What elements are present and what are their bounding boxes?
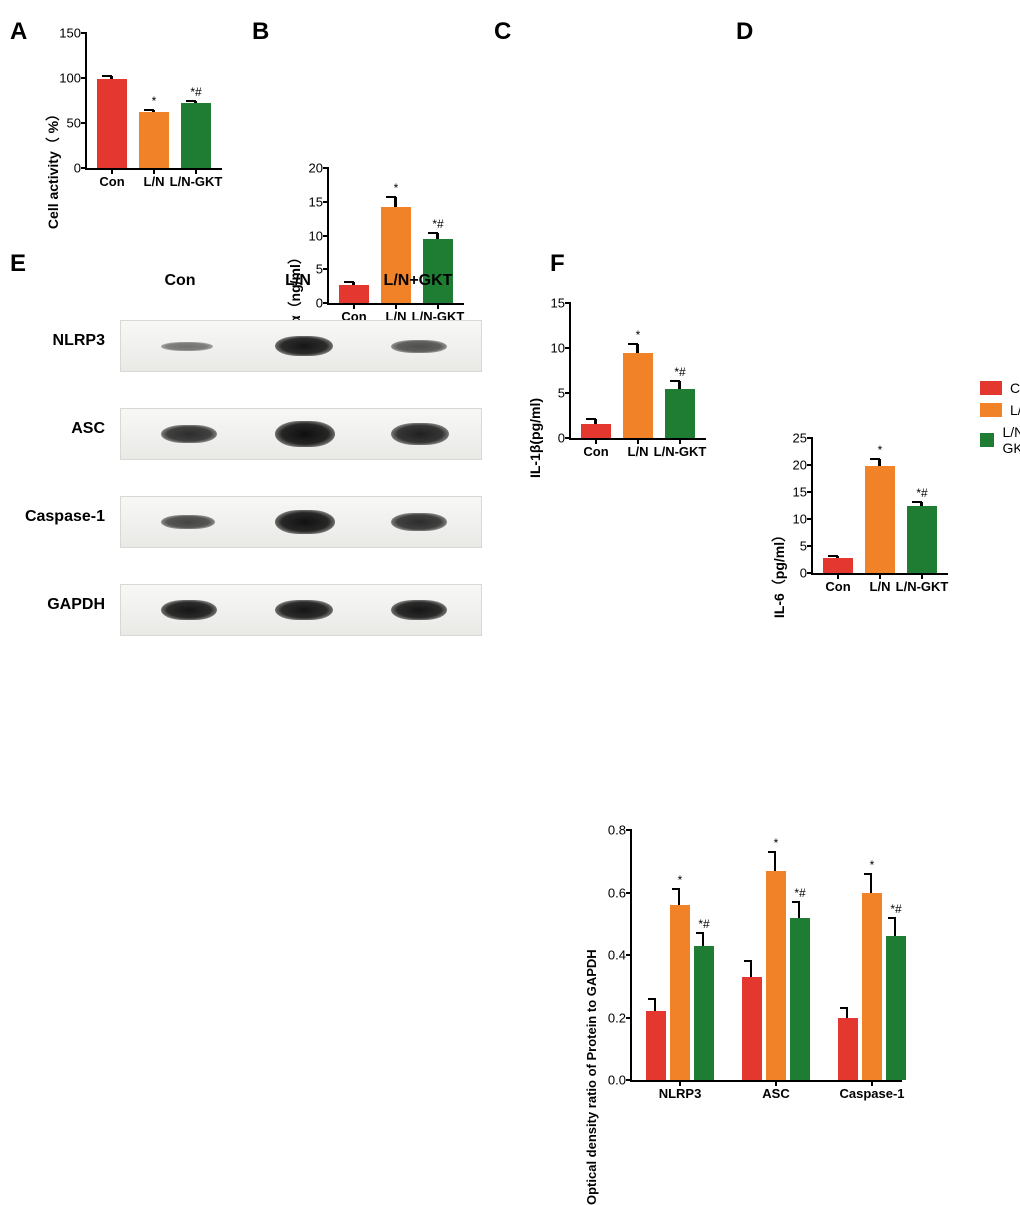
panel-label-C: C [494,18,511,46]
legend-item: L/N [980,402,1020,418]
wb-membrane-NLRP3 [120,320,482,372]
wb-row-label: GAPDH [10,596,105,614]
bar-C-0 [581,424,611,438]
wb-band [391,423,449,445]
figure: A 050100150Con*L/N*#L/N-GKTCell activity（… [10,10,1010,639]
wb-band [275,336,333,356]
bar-D-2 [907,506,937,573]
wb-band [275,421,335,447]
bar-B-0 [339,285,369,303]
wb-row-label: NLRP3 [10,332,105,350]
bar-D-0 [823,558,853,573]
bar-B-2 [423,239,453,303]
wb-band [161,342,213,351]
panel-label-E: E [10,250,26,278]
wb-band [161,515,215,529]
legend-label: Con [1010,380,1020,396]
wb-band [391,513,447,531]
wb-band [391,600,447,620]
wb-band [275,600,333,620]
bar-F-NLRP3-L/N [670,905,690,1080]
bar-F-NLRP3-L/N-GKT [694,946,714,1080]
bar-F-ASC-L/N [766,871,786,1080]
wb-band [161,425,217,443]
bar-F-Caspase-1-L/N [862,893,882,1081]
legend-F: Con L/N L/N-GKT [980,380,1020,462]
legend-item: Con [980,380,1020,396]
chart-C: 051015Con*L/N*#L/N-GKTIL-1β(pg/ml) [569,303,704,438]
chart-D: 0510152025Con*L/N*#L/N-GKTIL-6（pg/ml） [811,438,946,573]
legend-item: L/N-GKT [980,424,1020,456]
panel-label-A: A [10,18,27,46]
wb-row-label: Caspase-1 [10,508,105,526]
wb-membrane-Caspase-1 [120,496,482,548]
wb-band [161,600,217,620]
bar-F-NLRP3-Con [646,1011,666,1080]
legend-label: L/N [1010,402,1020,418]
wb-band [391,340,447,353]
chart-F: 0.00.20.40.60.8**#NLRP3**#ASC**#Caspase-… [630,830,900,1080]
bar-C-1 [623,353,653,439]
bar-F-Caspase-1-L/N-GKT [886,936,906,1080]
panel-label-B: B [252,18,269,46]
wb-membrane-GAPDH [120,584,482,636]
bar-D-1 [865,466,895,573]
bar-A-0 [97,79,127,168]
legend-label: L/N-GKT [1002,424,1020,456]
wb-col-label: Con [164,272,195,290]
bar-F-ASC-Con [742,977,762,1080]
wb-row-label: ASC [10,420,105,438]
wb-col-label: L/N+GKT [384,272,453,290]
chart-A: 050100150Con*L/N*#L/N-GKTCell activity（ … [85,33,220,168]
bar-F-ASC-L/N-GKT [790,918,810,1081]
panel-label-F: F [550,250,565,278]
bar-A-2 [181,103,211,168]
wb-membrane-ASC [120,408,482,460]
bar-F-Caspase-1-Con [838,1018,858,1081]
bar-A-1 [139,112,169,168]
wb-band [275,510,335,534]
bar-C-2 [665,389,695,439]
wb-col-label: L/N [285,272,311,290]
panel-label-D: D [736,18,753,46]
